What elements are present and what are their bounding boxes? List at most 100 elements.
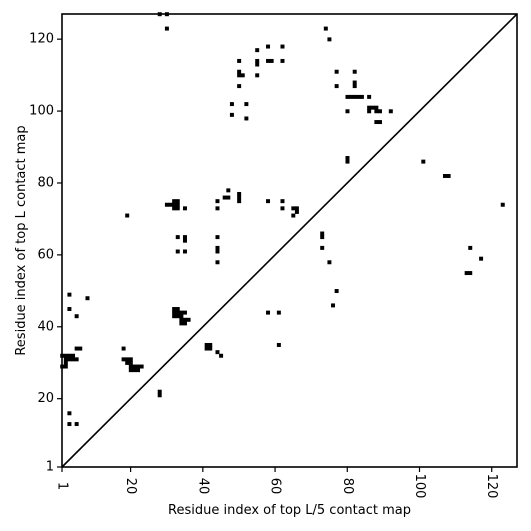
contact-point bbox=[172, 314, 177, 319]
contact-point bbox=[132, 364, 137, 369]
contact-point bbox=[352, 84, 357, 89]
contact-point bbox=[345, 94, 350, 99]
contact-point bbox=[370, 105, 375, 110]
contact-point bbox=[179, 317, 184, 322]
contact-point bbox=[255, 58, 260, 63]
contact-point bbox=[377, 120, 382, 125]
contact-point bbox=[334, 289, 339, 294]
contact-point bbox=[237, 84, 242, 89]
contact-point bbox=[229, 112, 234, 117]
contact-point bbox=[179, 321, 184, 326]
contact-point bbox=[215, 206, 220, 211]
contact-point bbox=[128, 364, 133, 369]
contact-point bbox=[266, 44, 271, 49]
contact-point bbox=[280, 58, 285, 63]
x-axis-ticks: 1 20 40 60 80 100 120 bbox=[55, 467, 499, 499]
contact-point bbox=[237, 191, 242, 196]
contact-point bbox=[367, 94, 372, 99]
contact-point bbox=[74, 346, 79, 351]
contact-point bbox=[374, 109, 379, 114]
x-tick-label: 20 bbox=[123, 478, 138, 495]
contact-point bbox=[266, 199, 271, 204]
contact-point bbox=[320, 231, 325, 236]
contact-point bbox=[367, 109, 372, 114]
contact-point bbox=[255, 73, 260, 78]
contact-point bbox=[175, 235, 180, 240]
contact-point bbox=[208, 342, 213, 347]
contact-point bbox=[175, 249, 180, 254]
contact-point bbox=[276, 342, 281, 347]
contact-point bbox=[237, 58, 242, 63]
contact-point bbox=[164, 202, 169, 207]
y-axis-label: Residue index of top L contact map bbox=[14, 125, 29, 355]
contact-point bbox=[226, 188, 231, 193]
contact-point bbox=[331, 303, 336, 308]
contact-point bbox=[244, 102, 249, 107]
contact-point bbox=[255, 62, 260, 67]
y-tick-label: 100 bbox=[29, 104, 54, 119]
x-tick-label: 1 bbox=[55, 482, 70, 490]
contact-point bbox=[266, 58, 271, 63]
contact-point bbox=[172, 199, 177, 204]
contact-point bbox=[168, 202, 173, 207]
contact-point bbox=[67, 357, 72, 362]
contact-point bbox=[280, 206, 285, 211]
contact-point bbox=[179, 314, 184, 319]
contact-point bbox=[125, 357, 130, 362]
contact-point bbox=[182, 235, 187, 240]
contact-point bbox=[204, 342, 209, 347]
contact-point bbox=[215, 350, 220, 355]
contact-point bbox=[132, 368, 137, 373]
y-tick-label: 80 bbox=[37, 175, 54, 190]
plot-frame bbox=[61, 13, 518, 468]
x-tick-label: 40 bbox=[195, 478, 210, 495]
contact-point bbox=[446, 174, 451, 178]
contact-point bbox=[226, 195, 231, 200]
contact-point bbox=[74, 422, 79, 427]
x-tick-label: 80 bbox=[340, 478, 355, 495]
contact-point bbox=[345, 156, 350, 160]
contact-point bbox=[237, 69, 242, 74]
contact-point bbox=[388, 109, 393, 114]
x-tick-label: 100 bbox=[412, 474, 427, 499]
contact-point bbox=[215, 260, 220, 265]
y-tick-label: 120 bbox=[29, 32, 54, 47]
contact-point bbox=[139, 364, 144, 369]
contact-point bbox=[121, 346, 126, 351]
diagonal-line bbox=[61, 13, 518, 468]
contact-point bbox=[128, 368, 133, 373]
contact-point bbox=[172, 310, 177, 315]
contact-point bbox=[367, 105, 372, 110]
contact-point bbox=[352, 80, 357, 85]
contact-point bbox=[237, 195, 242, 200]
contact-point bbox=[182, 310, 187, 315]
contact-point bbox=[276, 310, 281, 315]
contact-point bbox=[219, 353, 224, 358]
contact-point bbox=[240, 73, 245, 78]
contact-point bbox=[269, 58, 274, 63]
contact-point bbox=[468, 271, 473, 276]
contact-point bbox=[175, 199, 180, 204]
contact-point bbox=[327, 37, 332, 42]
contact-point bbox=[215, 249, 220, 254]
contact-point bbox=[136, 368, 141, 373]
y-tick-label: 20 bbox=[37, 391, 54, 406]
contact-point bbox=[157, 393, 162, 398]
contact-point bbox=[294, 206, 299, 211]
contact-point bbox=[215, 199, 220, 204]
contact-point bbox=[244, 116, 249, 121]
y-tick-label: 40 bbox=[37, 319, 54, 334]
contact-point bbox=[345, 109, 350, 114]
contact-point bbox=[349, 94, 354, 99]
contact-point bbox=[63, 353, 68, 358]
contact-point bbox=[237, 199, 242, 204]
contact-point bbox=[500, 202, 505, 207]
x-tick-label: 120 bbox=[484, 474, 499, 499]
contact-point bbox=[67, 307, 72, 311]
contact-point bbox=[237, 73, 242, 78]
contact-point bbox=[468, 245, 473, 250]
contact-point bbox=[464, 271, 469, 276]
contact-point bbox=[175, 202, 180, 207]
contact-point bbox=[121, 357, 126, 362]
